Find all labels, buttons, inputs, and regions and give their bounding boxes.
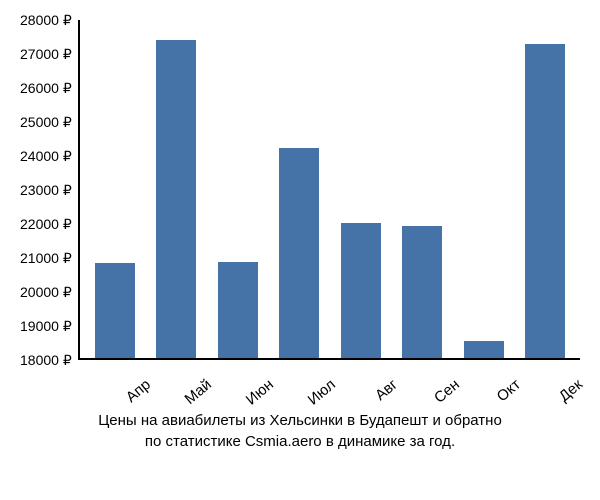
bar: [402, 226, 442, 358]
x-axis-labels: АпрМайИюнИюлАвгСенОктДек: [78, 364, 580, 381]
caption-line2: по статистике Csmia.aero в динамике за г…: [145, 433, 455, 450]
bar: [525, 44, 565, 358]
x-label: Авг: [359, 376, 401, 415]
bar: [218, 262, 258, 358]
x-label: Апр: [112, 376, 154, 415]
x-label: Май: [174, 376, 216, 415]
chart-area: 28000 ₽27000 ₽26000 ₽25000 ₽24000 ₽23000…: [20, 20, 580, 410]
x-label: Дек: [544, 376, 586, 415]
bar: [341, 223, 381, 358]
y-axis: 28000 ₽27000 ₽26000 ₽25000 ₽24000 ₽23000…: [20, 20, 78, 360]
chart-caption: Цены на авиабилеты из Хельсинки в Будапе…: [20, 410, 580, 452]
x-label: Июл: [297, 376, 339, 415]
plot-wrapper: АпрМайИюнИюлАвгСенОктДек: [78, 20, 580, 410]
caption-line1: Цены на авиабилеты из Хельсинки в Будапе…: [98, 412, 502, 429]
bar: [95, 263, 135, 358]
plot: [78, 20, 580, 360]
bar: [156, 40, 196, 358]
chart-container: 28000 ₽27000 ₽26000 ₽25000 ₽24000 ₽23000…: [0, 0, 600, 500]
x-label: Сен: [421, 376, 463, 415]
bars-group: [80, 20, 580, 358]
bar: [279, 148, 319, 358]
x-label: Окт: [483, 376, 525, 415]
x-label: Июн: [236, 376, 278, 415]
bar: [464, 341, 504, 358]
